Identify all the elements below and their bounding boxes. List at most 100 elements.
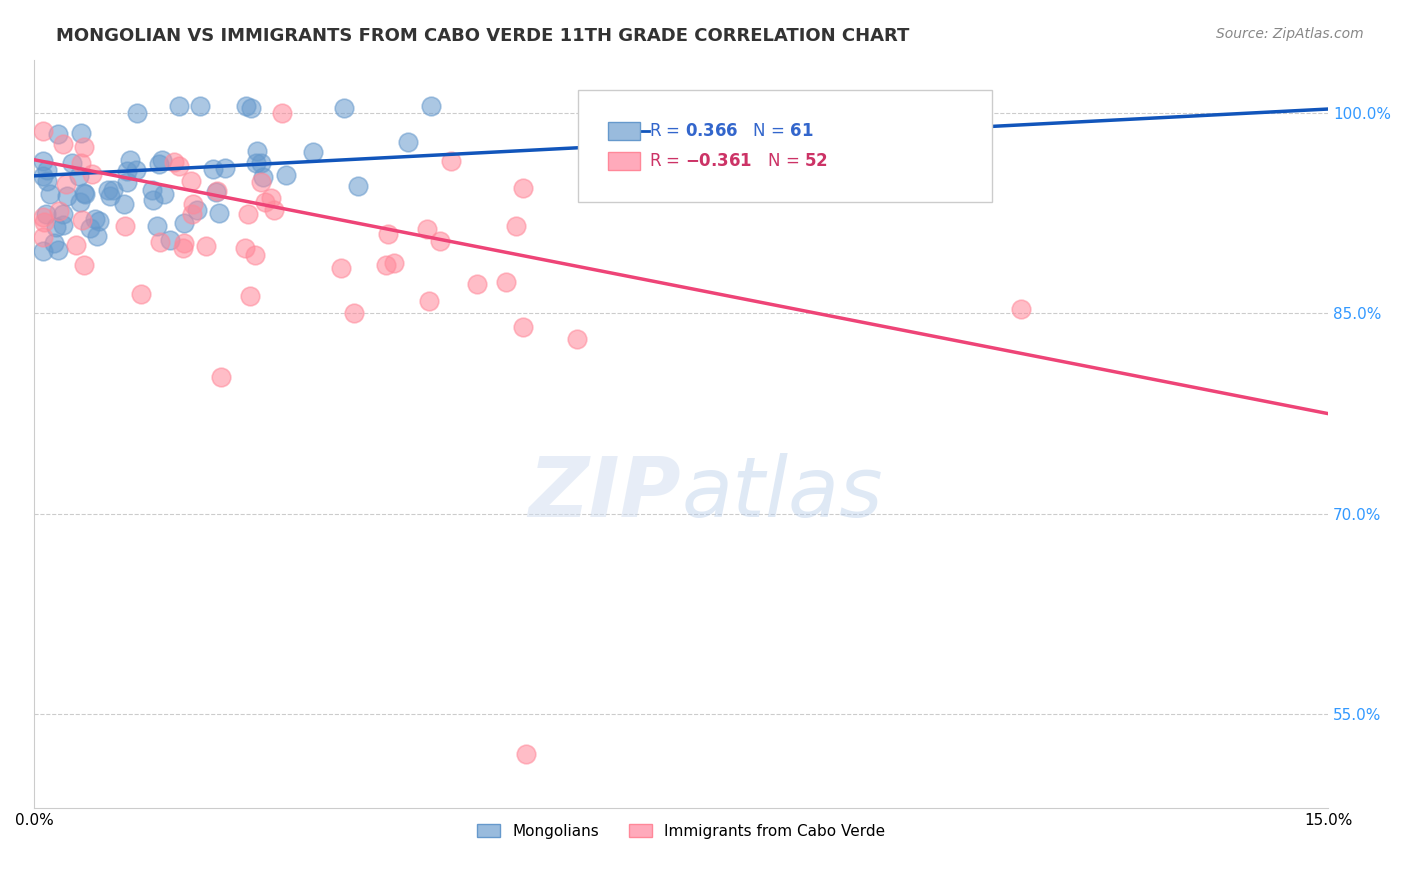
Immigrants from Cabo Verde: [512, 181, 534, 195]
Mongolians: [44, 235, 66, 250]
Mongolians: [73, 186, 96, 201]
Immigrants from Cabo Verde: [32, 229, 55, 244]
FancyBboxPatch shape: [578, 89, 991, 202]
Mongolians: [97, 183, 120, 197]
Immigrants from Cabo Verde: [65, 237, 87, 252]
Immigrants from Cabo Verde: [429, 234, 451, 248]
Mongolians: [118, 153, 141, 167]
Immigrants from Cabo Verde: [1010, 302, 1032, 317]
Immigrants from Cabo Verde: [243, 248, 266, 262]
Immigrants from Cabo Verde: [418, 293, 440, 308]
Mongolians: [302, 145, 325, 159]
Mongolians: [32, 169, 55, 183]
Immigrants from Cabo Verde: [149, 235, 172, 249]
Mongolians: [146, 219, 169, 233]
Mongolians: [45, 219, 67, 234]
Mongolians: [396, 136, 419, 150]
Immigrants from Cabo Verde: [70, 212, 93, 227]
Mongolians: [69, 127, 91, 141]
Immigrants from Cabo Verde: [515, 747, 537, 762]
Immigrants from Cabo Verde: [55, 177, 77, 191]
Mongolians: [125, 105, 148, 120]
Immigrants from Cabo Verde: [70, 156, 93, 170]
Mongolians: [142, 193, 165, 207]
Immigrants from Cabo Verde: [512, 320, 534, 334]
Mongolians: [245, 155, 267, 169]
Mongolians: [346, 178, 368, 193]
Immigrants from Cabo Verde: [52, 136, 75, 151]
Mongolians: [173, 216, 195, 230]
Immigrants from Cabo Verde: [114, 219, 136, 233]
Immigrants from Cabo Verde: [260, 191, 283, 205]
Mongolians: [205, 185, 228, 199]
Mongolians: [117, 175, 139, 189]
Immigrants from Cabo Verde: [194, 239, 217, 253]
Mongolians: [159, 233, 181, 247]
Mongolians: [56, 189, 79, 203]
Mongolians: [188, 99, 211, 113]
Text: atlas: atlas: [682, 453, 883, 534]
Immigrants from Cabo Verde: [440, 153, 463, 168]
Mongolians: [32, 154, 55, 169]
Immigrants from Cabo Verde: [181, 197, 204, 211]
Immigrants from Cabo Verde: [374, 258, 396, 272]
Mongolians: [32, 244, 55, 258]
Mongolians: [246, 144, 269, 158]
Immigrants from Cabo Verde: [180, 174, 202, 188]
Mongolians: [150, 153, 173, 167]
Mongolians: [592, 99, 614, 113]
FancyBboxPatch shape: [607, 152, 640, 170]
Immigrants from Cabo Verde: [416, 222, 439, 236]
Mongolians: [208, 206, 231, 220]
Mongolians: [46, 243, 69, 257]
Mongolians: [103, 183, 125, 197]
Mongolians: [39, 187, 62, 202]
Mongolians: [117, 164, 139, 178]
Mongolians: [148, 157, 170, 171]
Mongolians: [153, 187, 176, 202]
Mongolians: [86, 229, 108, 244]
Mongolians: [46, 128, 69, 142]
Mongolians: [274, 168, 297, 182]
Mongolians: [214, 161, 236, 176]
Immigrants from Cabo Verde: [505, 219, 527, 233]
Text: R = $\bf{-0.361}$   N = $\bf{52}$: R = $\bf{-0.361}$ N = $\bf{52}$: [650, 152, 828, 169]
Immigrants from Cabo Verde: [495, 275, 517, 289]
Mongolians: [141, 184, 163, 198]
Text: MONGOLIAN VS IMMIGRANTS FROM CABO VERDE 11TH GRADE CORRELATION CHART: MONGOLIAN VS IMMIGRANTS FROM CABO VERDE …: [56, 27, 910, 45]
Immigrants from Cabo Verde: [250, 175, 273, 189]
Immigrants from Cabo Verde: [32, 215, 55, 229]
Immigrants from Cabo Verde: [172, 241, 194, 255]
Immigrants from Cabo Verde: [73, 140, 96, 154]
Mongolians: [240, 101, 263, 115]
Mongolians: [83, 212, 105, 227]
Immigrants from Cabo Verde: [382, 256, 405, 270]
Mongolians: [35, 163, 58, 178]
Immigrants from Cabo Verde: [329, 261, 352, 276]
Mongolians: [79, 220, 101, 235]
Mongolians: [420, 99, 443, 113]
Legend: Mongolians, Immigrants from Cabo Verde: Mongolians, Immigrants from Cabo Verde: [471, 818, 891, 845]
Mongolians: [60, 156, 83, 170]
Immigrants from Cabo Verde: [73, 258, 96, 272]
Immigrants from Cabo Verde: [32, 124, 55, 138]
Immigrants from Cabo Verde: [32, 210, 55, 224]
Mongolians: [35, 207, 58, 221]
Immigrants from Cabo Verde: [80, 167, 103, 181]
Mongolians: [98, 188, 121, 202]
Immigrants from Cabo Verde: [465, 277, 488, 292]
Immigrants from Cabo Verde: [181, 207, 204, 221]
Mongolians: [67, 169, 90, 183]
Mongolians: [35, 174, 58, 188]
Immigrants from Cabo Verde: [48, 203, 70, 218]
Mongolians: [333, 101, 356, 115]
Mongolians: [235, 99, 257, 113]
Mongolians: [249, 156, 271, 170]
Mongolians: [202, 162, 225, 177]
Immigrants from Cabo Verde: [236, 207, 259, 221]
Immigrants from Cabo Verde: [567, 332, 589, 346]
Text: ZIP: ZIP: [529, 453, 682, 534]
Mongolians: [87, 214, 110, 228]
Immigrants from Cabo Verde: [163, 155, 186, 169]
Mongolians: [52, 218, 75, 232]
